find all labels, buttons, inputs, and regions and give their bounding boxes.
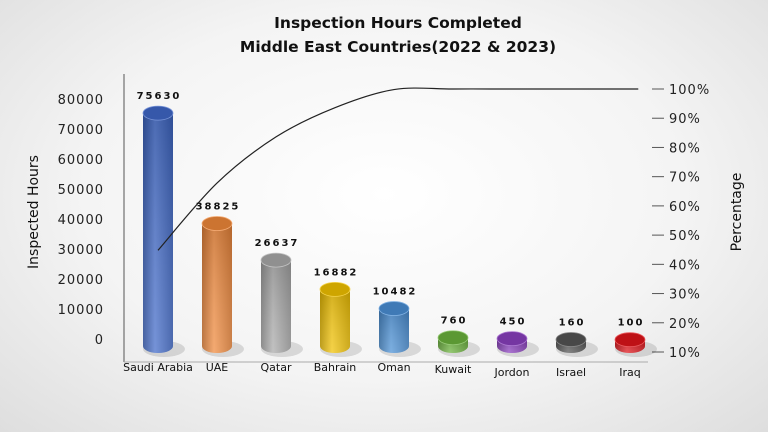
data-label: 100	[618, 318, 645, 329]
y2-tick-label: 90%	[669, 112, 701, 127]
bar	[319, 281, 362, 357]
bar-top	[555, 332, 587, 347]
bar-top	[378, 301, 410, 316]
bar	[201, 216, 244, 357]
y2-tick-label: 30%	[669, 288, 701, 303]
category-label: Kuwait	[435, 363, 472, 376]
category-label: Oman	[377, 361, 410, 374]
bar	[260, 252, 303, 357]
chart-title: Inspection Hours Completed	[274, 14, 522, 32]
bar-body-tint	[379, 308, 409, 353]
y-tick-label: 70000	[58, 123, 104, 138]
cumulative-line	[157, 87, 639, 251]
bar-top	[201, 216, 233, 231]
bar-top	[260, 252, 292, 268]
data-label: 38825	[196, 202, 241, 213]
category-label: Iraq	[619, 366, 641, 379]
y-axis-label: Inspected Hours	[26, 155, 42, 269]
y-tick-label: 60000	[58, 153, 104, 168]
category-label: Bahrain	[314, 361, 357, 374]
bar	[378, 301, 421, 357]
category-label: Jordon	[494, 366, 530, 379]
y2-tick-label: 10%	[669, 346, 701, 361]
data-label: 450	[500, 317, 527, 328]
y-tick-label: 30000	[58, 243, 104, 258]
y-tick-label: 10000	[58, 303, 104, 318]
bar	[555, 332, 598, 357]
bar-top	[437, 330, 469, 346]
category-label: Saudi Arabia	[123, 361, 193, 374]
data-label: 10482	[373, 287, 418, 298]
data-label: 75630	[137, 91, 182, 102]
labels: 75630 Saudi Arabia 38825 UAE 26637 Qatar 16882…	[123, 91, 645, 379]
data-label: 760	[441, 316, 468, 327]
y-tick-label: 40000	[58, 213, 104, 228]
category-label: Israel	[556, 366, 586, 379]
y-tick-label: 0	[95, 333, 104, 348]
y2-tick-label: 80%	[669, 141, 701, 156]
bar-top	[142, 105, 174, 121]
data-label: 16882	[314, 267, 359, 278]
y-tick-label: 50000	[58, 183, 104, 198]
bar-top	[614, 332, 646, 348]
bar-top	[319, 281, 351, 297]
axes: 0 10000 20000 30000 40000 50000 60000 70000 8000…	[58, 74, 710, 363]
bar-top	[496, 331, 528, 347]
bar	[142, 105, 185, 357]
y2-tick-label: 20%	[669, 317, 701, 332]
bar	[437, 330, 480, 357]
data-label: 160	[559, 318, 586, 329]
y2-tick-label: 60%	[669, 200, 701, 215]
y2-tick-label: 70%	[669, 171, 701, 186]
bar-body-tint	[320, 289, 350, 353]
y2-axis-label: Percentage	[729, 173, 745, 252]
category-label: Qatar	[261, 361, 292, 374]
bar	[496, 331, 539, 357]
bar-body-tint	[261, 260, 291, 353]
data-label: 26637	[255, 238, 300, 249]
chart-subtitle: Middle East Countries(2022 & 2023)	[240, 38, 556, 56]
category-label: UAE	[206, 361, 229, 374]
y2-tick-label: 50%	[669, 229, 701, 244]
y2-tick-label: 100%	[669, 83, 710, 98]
bars	[142, 105, 657, 357]
bar-body-tint	[143, 113, 173, 353]
y-tick-label: 80000	[58, 93, 104, 108]
cumulative-line-group	[157, 87, 639, 251]
y2-tick-label: 40%	[669, 258, 701, 273]
y-tick-label: 20000	[58, 273, 104, 288]
bar-body-tint	[202, 223, 232, 353]
bar	[614, 332, 657, 357]
